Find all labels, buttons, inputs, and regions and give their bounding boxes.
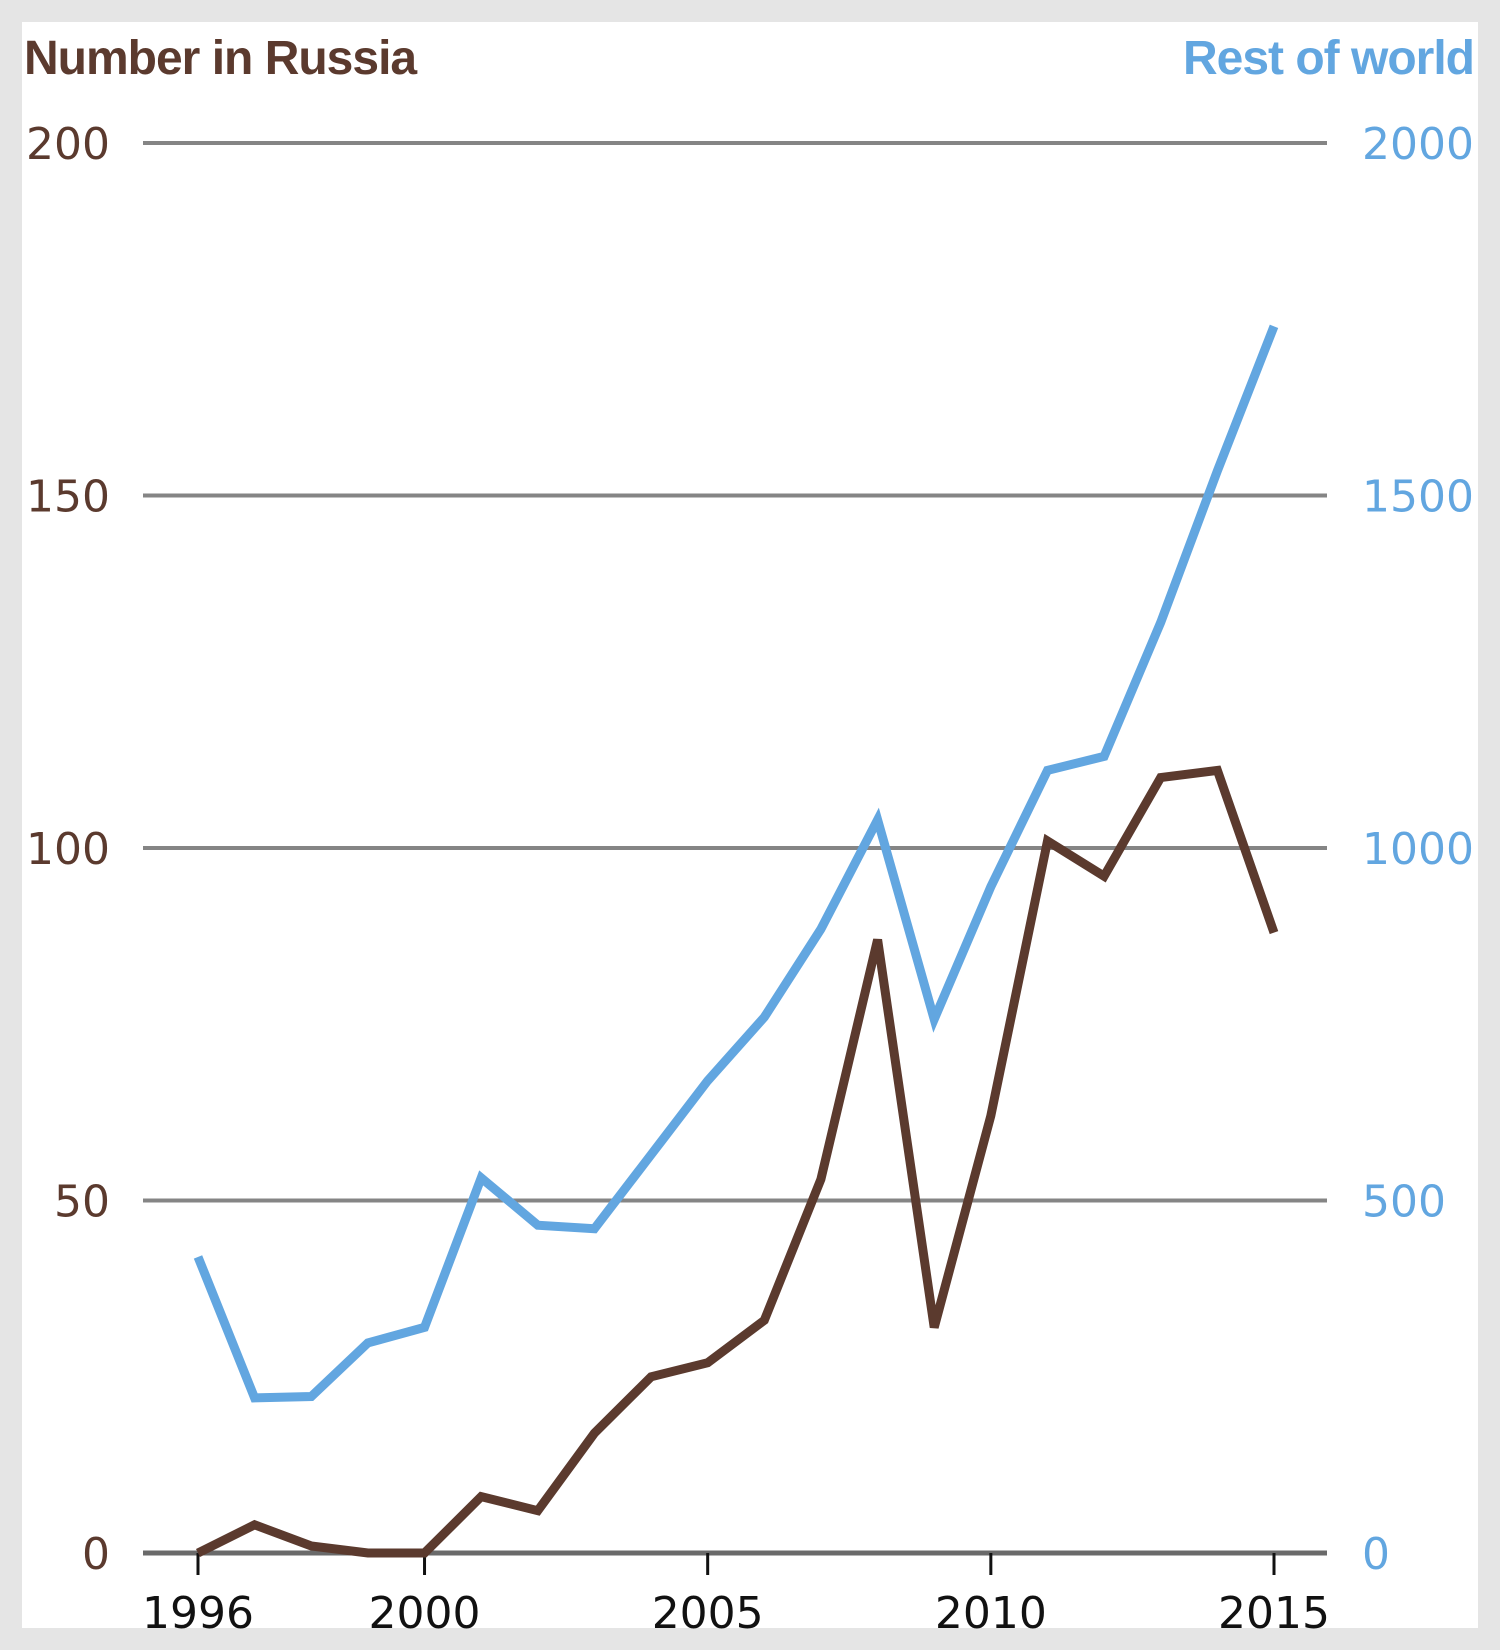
gridlines: [143, 141, 1327, 1556]
right-axis-title: Rest of world: [1183, 32, 1474, 85]
left-axis-tick-labels: 0 50 100 150 200: [26, 119, 110, 1580]
series-line-russia: [195, 765, 1279, 1558]
right-axis-tick-labels: 0 500 1000 1500 2000: [1362, 119, 1474, 1580]
left-axis-title: Number in Russia: [24, 32, 417, 85]
x-tick-label-2015: 2015: [1218, 1588, 1330, 1639]
right-tick-label-0: 0: [1362, 1529, 1390, 1580]
left-tick-label-150: 150: [26, 472, 110, 523]
right-tick-label-500: 500: [1362, 1177, 1446, 1228]
left-tick-label-0: 0: [82, 1529, 110, 1580]
right-tick-label-1000: 1000: [1362, 824, 1474, 875]
x-axis-tick-labels: 1996 2000 2005 2010 2015: [142, 1588, 1330, 1639]
x-tick-label-2005: 2005: [652, 1588, 764, 1639]
left-tick-label-50: 50: [54, 1177, 110, 1228]
left-tick-label-100: 100: [26, 824, 110, 875]
right-tick-label-2000: 2000: [1362, 119, 1474, 170]
x-tick-label-2010: 2010: [935, 1588, 1047, 1639]
series-line-rest-of-world: [193, 324, 1279, 1403]
left-tick-label-200: 200: [26, 119, 110, 170]
right-tick-label-1500: 1500: [1362, 472, 1474, 523]
x-tick-label-1996: 1996: [142, 1588, 254, 1639]
plot-background: [22, 22, 1478, 1628]
series-lines: [193, 324, 1279, 1558]
x-tick-label-2000: 2000: [369, 1588, 481, 1639]
